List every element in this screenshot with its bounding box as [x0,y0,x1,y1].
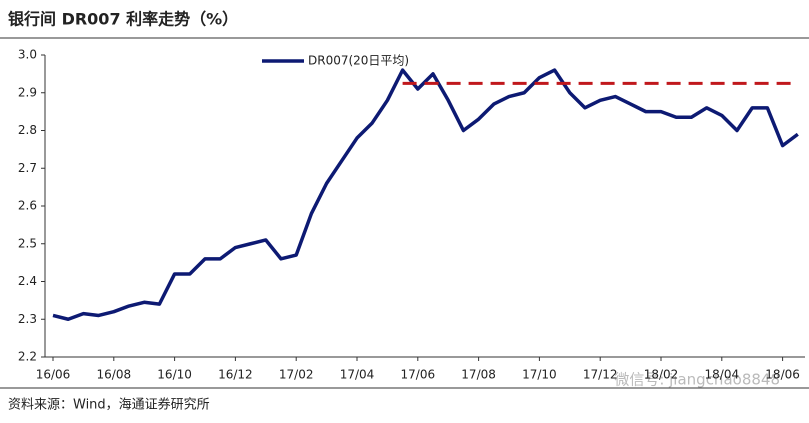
y-tick-label: 2.9 [18,85,37,99]
x-tick-label: 17/04 [340,368,375,382]
x-tick-label: 16/12 [218,368,253,382]
x-tick-label: 17/02 [279,368,314,382]
x-tick-label: 18/04 [705,368,740,382]
x-tick-label: 17/10 [522,368,557,382]
y-tick-label: 2.7 [18,161,37,175]
y-tick-label: 2.2 [18,350,37,364]
y-tick-label: 2.6 [18,199,37,213]
x-tick-label: 16/10 [157,368,192,382]
x-tick-label: 18/02 [644,368,679,382]
x-tick-label: 17/08 [461,368,496,382]
source-note: 资料来源：Wind，海通证券研究所 [8,397,210,413]
watermark: 微信号: jiangchao8848 [614,371,780,389]
y-tick-label: 2.4 [18,274,37,288]
x-tick-label: 17/12 [583,368,618,382]
x-tick-label: 18/06 [765,368,800,382]
y-tick-label: 2.5 [18,236,37,250]
y-tick-label: 2.3 [18,312,37,326]
series-line [52,68,799,321]
y-tick-label: 2.8 [18,123,37,137]
x-tick-label: 16/06 [36,368,71,382]
x-tick-label: 17/06 [401,368,436,382]
chart-title: 银行间 DR007 利率走势（%） [8,10,238,29]
y-tick-label: 3.0 [18,48,37,62]
legend-label: DR007(20日平均) [308,54,409,68]
x-tick-label: 16/08 [97,368,132,382]
